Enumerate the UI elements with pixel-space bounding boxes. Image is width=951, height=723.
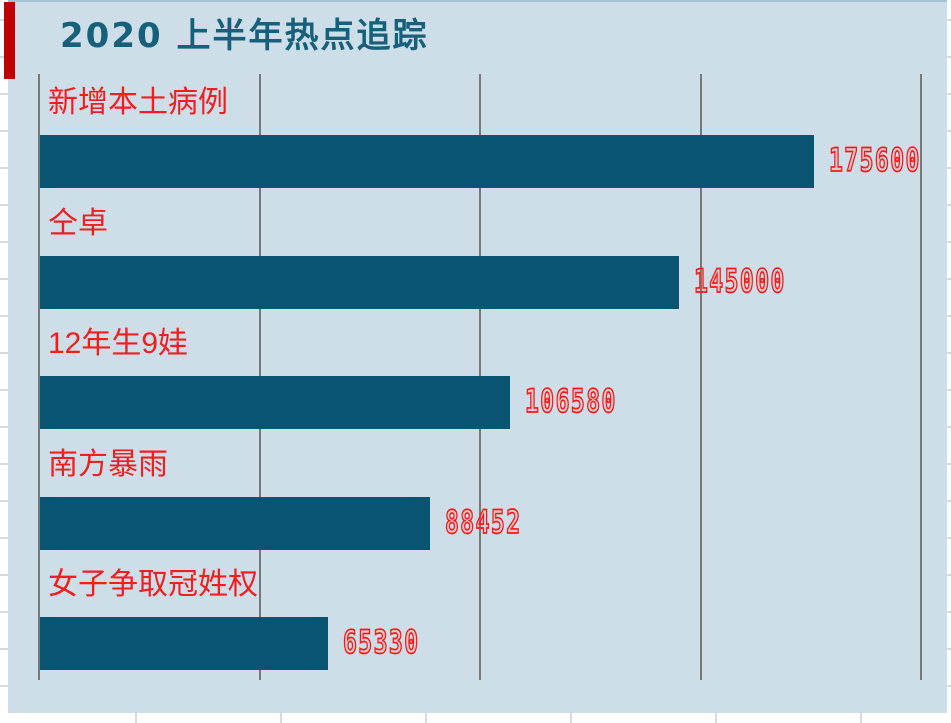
y-axis-line <box>38 74 40 680</box>
chart-title: 2020 上半年热点追踪 <box>60 16 429 56</box>
category-label: 新增本土病例 <box>48 86 228 119</box>
category-label: 12年生9娃 <box>48 327 189 360</box>
bar[interactable] <box>40 376 511 429</box>
bar-row: 仝卓 145000 <box>38 195 922 315</box>
category-label: 南方暴雨 <box>48 447 168 481</box>
data-label: 88452 <box>444 502 522 541</box>
bar[interactable] <box>40 255 680 309</box>
bar[interactable] <box>40 617 329 670</box>
bar[interactable] <box>40 135 815 188</box>
data-label: 65330 <box>342 623 420 661</box>
vertical-gridline <box>920 74 922 680</box>
category-label: 仝卓 <box>48 206 108 240</box>
data-label: 175600 <box>829 141 922 179</box>
bar-row: 新增本土病例 175600 <box>38 74 922 194</box>
bar[interactable] <box>40 496 431 550</box>
title-accent-bar <box>4 2 15 79</box>
category-label: 女子争取冠姓权 <box>48 568 258 601</box>
data-label: 145000 <box>694 261 787 300</box>
chart-area[interactable]: 2020 上半年热点追踪 新增本土病例 175600 仝卓 145000 12年生9娃 1… <box>4 0 947 713</box>
bar-row: 女子争取冠姓权 65330 <box>38 556 922 676</box>
bar-row: 12年生9娃 106580 <box>38 315 922 435</box>
vertical-gridline <box>699 74 702 680</box>
plot-area: 新增本土病例 175600 仝卓 145000 12年生9娃 106580 南方暴雨 8845… <box>38 74 922 680</box>
bar-row: 南方暴雨 88452 <box>38 436 922 556</box>
data-label: 106580 <box>524 382 617 420</box>
